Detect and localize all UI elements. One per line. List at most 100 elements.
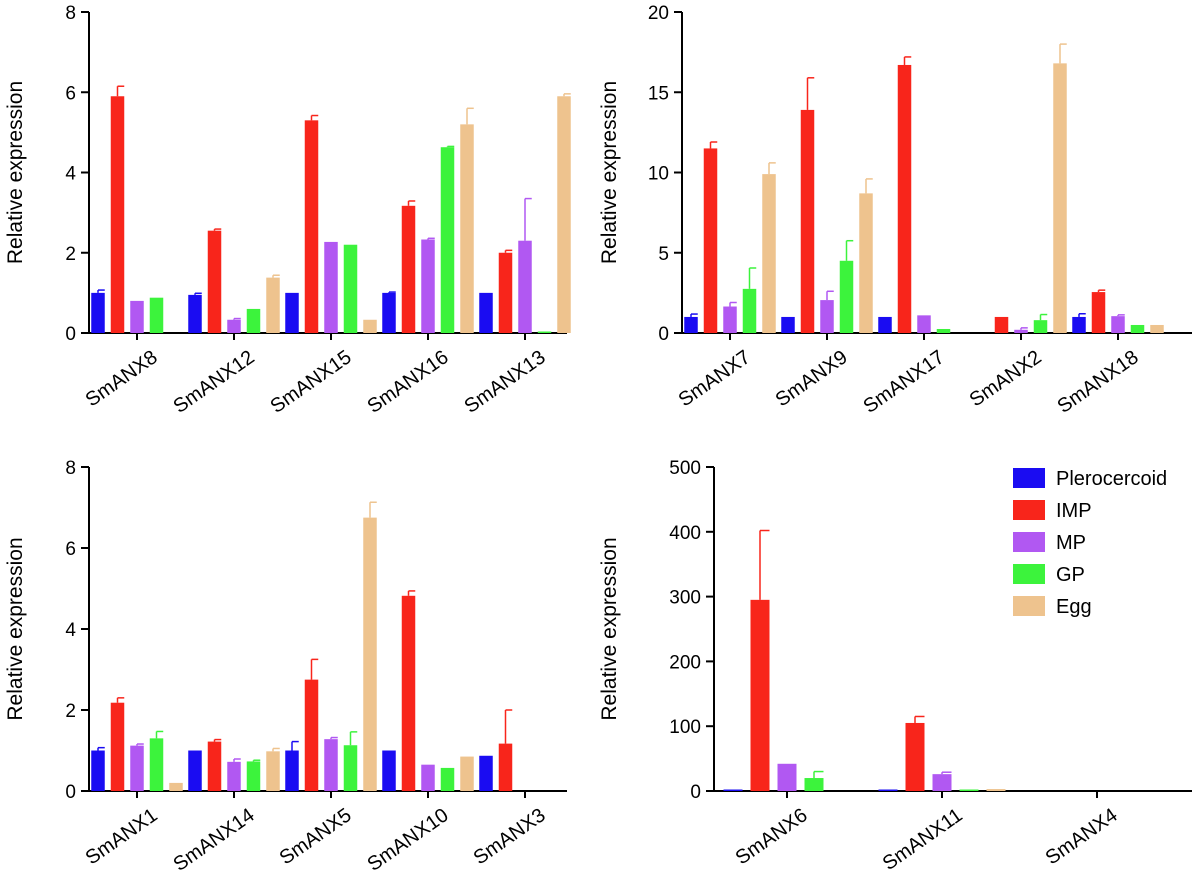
bar-imp	[110, 702, 125, 791]
bar-gp	[343, 244, 358, 333]
y-tick-label: 2	[65, 701, 76, 722]
bar-imp	[207, 741, 222, 791]
y-axis-title: Relative expression	[4, 81, 27, 264]
bar-imp	[994, 316, 1009, 333]
y-tick-label: 500	[669, 458, 701, 479]
bar-egg	[363, 319, 377, 333]
bar-gp	[1033, 320, 1048, 333]
x-category-label: SmANX13	[461, 346, 550, 418]
bar-mp	[723, 306, 737, 333]
bar-plerocercoid	[91, 750, 105, 791]
bar-egg	[986, 789, 1006, 791]
bar-mp	[421, 764, 435, 791]
y-tick-label: 200	[669, 652, 701, 673]
x-category-label: SmANX11	[879, 804, 967, 875]
x-category-label: SmANX9	[772, 346, 852, 411]
x-category-label: SmANX7	[675, 346, 755, 411]
bar-plerocercoid	[723, 789, 743, 791]
bar-egg	[460, 756, 474, 791]
bar-imp	[304, 120, 319, 334]
x-category-label: SmANX8	[82, 346, 162, 411]
legend-swatch-plerocercoid	[1013, 468, 1045, 488]
y-tick-label: 0	[65, 782, 76, 803]
bar-gp	[246, 308, 261, 333]
x-category-label: SmANX3	[470, 804, 550, 869]
bar-mp	[421, 239, 435, 333]
bar-imp	[401, 205, 416, 333]
y-tick-label: 6	[65, 539, 76, 560]
legend-swatch-imp	[1013, 500, 1045, 520]
bar-imp	[207, 230, 222, 333]
x-category-label: SmANX17	[860, 346, 949, 418]
bar-imp	[498, 743, 513, 791]
bar-plerocercoid	[1072, 316, 1086, 333]
legend-label-imp: IMP	[1056, 500, 1092, 522]
y-tick-label: 6	[65, 83, 76, 104]
y-tick-label: 100	[669, 717, 701, 738]
bar-plerocercoid	[479, 755, 493, 791]
y-tick-label: 4	[65, 620, 76, 641]
bar-plerocercoid	[285, 292, 299, 333]
bar-gp	[936, 328, 951, 333]
y-tick-label: 2	[65, 244, 76, 265]
x-category-label: SmANX10	[364, 804, 453, 876]
y-tick-label: 0	[658, 324, 669, 345]
x-category-label: SmANX4	[1042, 804, 1122, 869]
bar-mp	[820, 300, 834, 333]
x-category-label: SmANX12	[170, 346, 259, 418]
bar-mp	[777, 763, 797, 791]
bar-plerocercoid	[285, 750, 299, 791]
chart-panel-bottom-right: 0 100 200 300 400 500 Relative expression SmANX…	[598, 458, 1192, 875]
bar-mp	[932, 774, 952, 791]
y-tick-label: 8	[65, 458, 76, 479]
bar-gp	[149, 297, 164, 333]
y-axis-title: Relative expression	[598, 81, 621, 264]
bar-gp	[149, 738, 164, 791]
bar-egg	[557, 96, 571, 333]
y-axis-title: Relative expression	[598, 537, 621, 720]
bar-plerocercoid	[382, 750, 396, 791]
bar-gp	[742, 288, 757, 333]
bar-plerocercoid	[684, 316, 698, 333]
bar-egg	[859, 193, 873, 333]
bar-mp	[917, 315, 931, 333]
y-tick-label: 0	[690, 782, 701, 803]
y-tick-label: 4	[65, 164, 76, 185]
legend-label-plerocercoid: Plerocercoid	[1056, 468, 1167, 490]
bar-plerocercoid	[382, 292, 396, 333]
bar-mp	[130, 300, 144, 333]
bar-gp	[246, 761, 261, 791]
bar-gp	[839, 260, 854, 333]
bar-plerocercoid	[878, 789, 898, 791]
bar-plerocercoid	[188, 750, 202, 791]
x-category-label: SmANX16	[364, 346, 453, 418]
bar-egg	[1053, 63, 1067, 334]
y-tick-label: 400	[669, 523, 701, 544]
legend-label-gp: GP	[1056, 564, 1085, 586]
legend-swatch-egg	[1013, 596, 1045, 616]
bar-egg	[762, 174, 776, 333]
x-category-label: SmANX6	[732, 804, 812, 869]
bar-gp	[1130, 324, 1145, 333]
bar-imp	[304, 679, 319, 791]
bar-plerocercoid	[479, 292, 493, 333]
y-tick-label: 5	[658, 244, 669, 265]
x-category-label: SmANX18	[1054, 346, 1143, 418]
x-category-label: SmANX15	[267, 346, 356, 418]
chart-panel-bottom-left: 0 2 4 6 8 Relative expression SmANX1 SmANX14 SmA…	[4, 458, 567, 876]
bar-imp	[401, 595, 416, 791]
bar-mp	[324, 739, 338, 791]
bar-imp	[110, 96, 125, 333]
x-category-label: SmANX14	[170, 804, 259, 876]
legend-label-mp: MP	[1056, 532, 1086, 554]
bar-egg	[266, 277, 280, 333]
bar-egg	[460, 124, 474, 333]
bar-imp	[703, 148, 718, 333]
bar-mp	[1014, 329, 1028, 333]
bar-gp	[804, 778, 824, 791]
y-tick-label: 0	[65, 324, 76, 345]
x-category-label: SmANX2	[966, 346, 1046, 411]
